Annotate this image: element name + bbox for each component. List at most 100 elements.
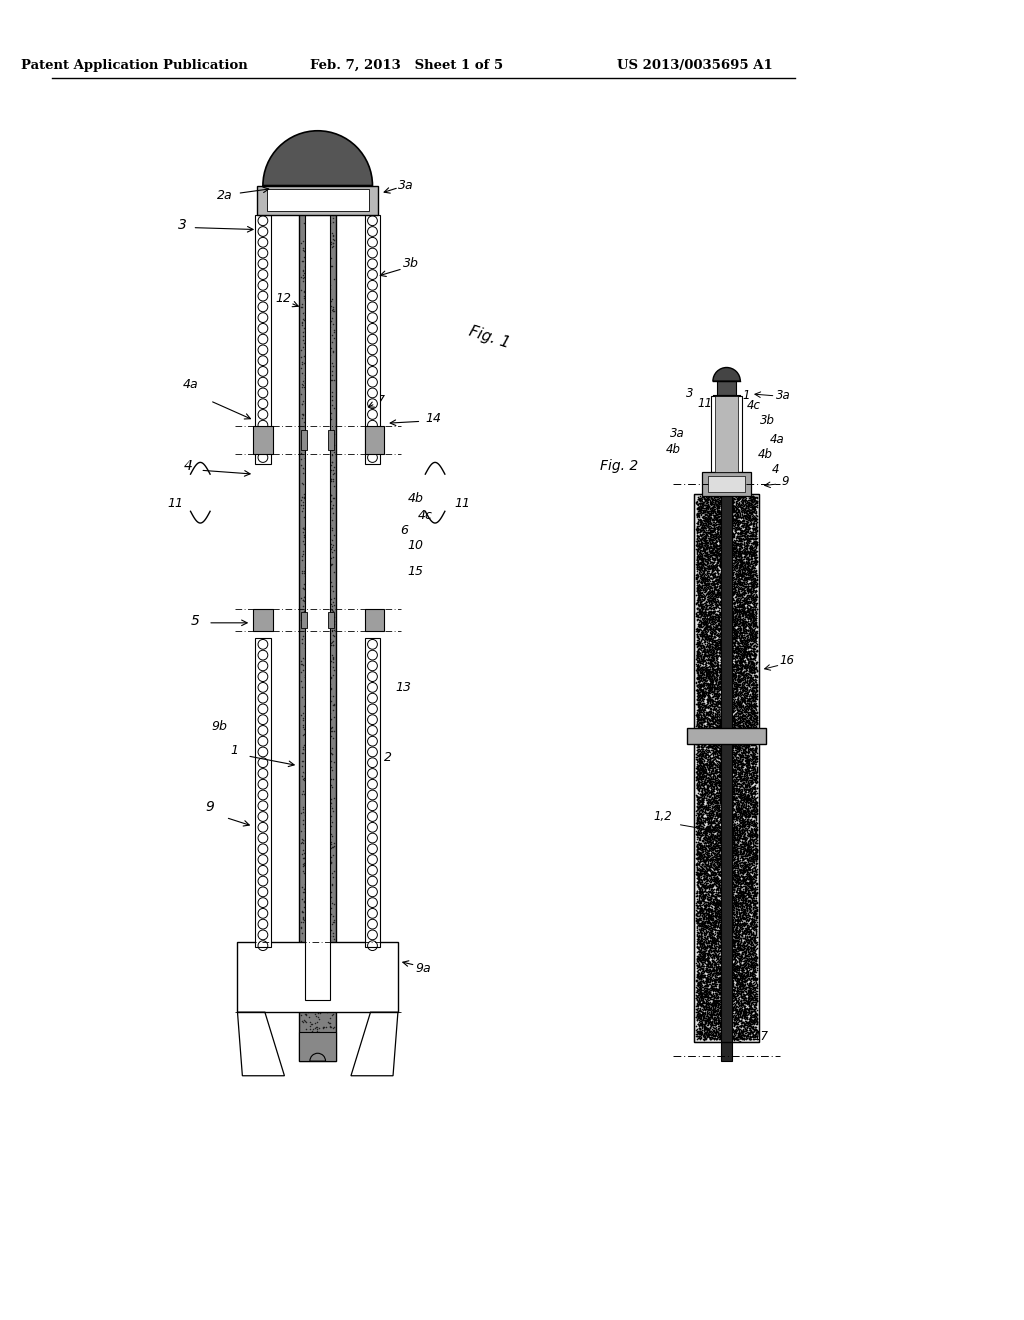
Point (719, 560, 735, 581)
Point (701, 994, 718, 1015)
Point (699, 548, 716, 569)
Point (721, 490, 737, 511)
Point (739, 812, 756, 833)
Point (734, 565, 751, 586)
Point (735, 772, 752, 793)
Point (709, 639, 725, 660)
Point (742, 817, 759, 838)
Point (697, 527, 714, 548)
Point (713, 656, 729, 677)
Point (306, 335, 323, 356)
Point (736, 660, 753, 681)
Point (735, 873, 752, 894)
Point (710, 857, 726, 878)
Point (730, 486, 746, 507)
Point (689, 813, 706, 834)
Point (731, 791, 748, 812)
Point (712, 879, 728, 900)
Point (709, 557, 725, 578)
Point (723, 550, 739, 572)
Point (712, 822, 728, 843)
Point (732, 896, 749, 917)
Point (715, 512, 731, 533)
Point (311, 783, 328, 804)
Point (693, 925, 710, 946)
Point (728, 543, 744, 564)
Point (741, 853, 758, 874)
Point (745, 692, 762, 713)
Point (324, 510, 340, 531)
Point (734, 772, 751, 793)
Point (726, 818, 742, 840)
Point (706, 764, 722, 785)
Point (695, 1019, 712, 1040)
Point (696, 1023, 713, 1044)
Point (748, 949, 764, 970)
Point (715, 841, 731, 862)
Point (697, 754, 714, 775)
Point (738, 891, 755, 912)
Point (305, 610, 322, 631)
Point (739, 490, 756, 511)
Point (748, 821, 764, 842)
Point (727, 966, 743, 987)
Bar (329, 430, 334, 450)
Point (741, 846, 758, 867)
Point (726, 1028, 742, 1049)
Point (748, 516, 764, 537)
Point (316, 565, 333, 586)
Point (718, 954, 734, 975)
Point (694, 645, 711, 667)
Bar (301, 612, 307, 628)
Point (743, 791, 760, 812)
Point (317, 523, 334, 544)
Point (688, 680, 705, 701)
Point (732, 907, 749, 928)
Point (716, 719, 732, 741)
Point (700, 701, 717, 722)
Point (692, 746, 709, 767)
Point (697, 928, 714, 949)
Point (718, 890, 734, 911)
Point (727, 557, 743, 578)
Point (738, 513, 755, 535)
Point (310, 1006, 327, 1027)
Point (691, 808, 708, 829)
Point (703, 733, 720, 754)
Point (701, 508, 718, 529)
Point (714, 764, 730, 785)
Point (733, 491, 750, 512)
Point (701, 533, 718, 554)
Point (734, 923, 751, 944)
Bar (365, 426, 384, 454)
Point (319, 898, 336, 919)
Point (734, 789, 751, 810)
Point (709, 820, 725, 841)
Point (746, 649, 763, 671)
Point (741, 986, 758, 1007)
Point (701, 969, 718, 990)
Point (699, 766, 716, 787)
Point (728, 508, 744, 529)
Point (742, 558, 759, 579)
Point (703, 953, 720, 974)
Point (690, 738, 707, 759)
Point (700, 941, 717, 962)
Point (698, 940, 715, 961)
Point (736, 939, 753, 960)
Point (723, 701, 739, 722)
Point (744, 586, 761, 607)
Point (721, 652, 737, 673)
Point (748, 781, 764, 803)
Point (305, 467, 322, 488)
Point (746, 680, 763, 701)
Point (735, 958, 752, 979)
Point (719, 675, 735, 696)
Point (721, 693, 737, 714)
Point (713, 735, 729, 756)
Point (726, 723, 742, 744)
Point (745, 851, 762, 873)
Point (312, 193, 329, 214)
Point (709, 495, 725, 516)
Point (723, 496, 739, 517)
